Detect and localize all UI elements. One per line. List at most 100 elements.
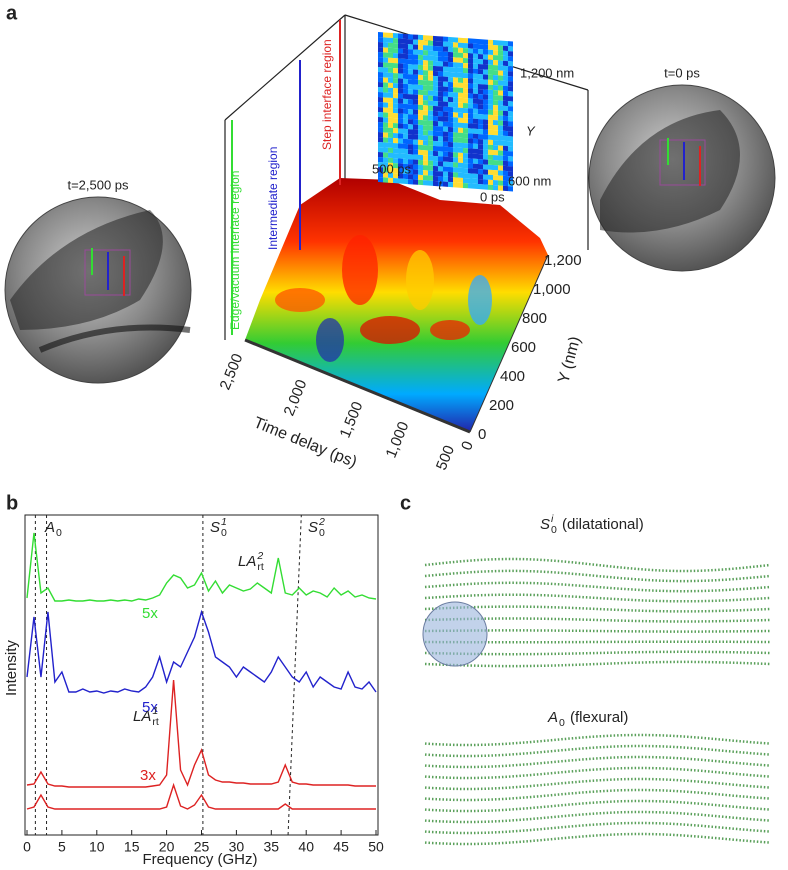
inset-cell [378,47,383,53]
inset-cell [453,172,458,178]
inset-cell [383,72,388,78]
inset-cell [433,80,438,87]
atom-row [424,821,771,835]
inset-cell [408,139,413,145]
inset-cell [443,71,448,77]
inset-cell [498,180,503,186]
x-tick-label: 5 [58,839,66,855]
inset-cell [408,49,413,55]
inset-cell [473,108,478,114]
inset-cell [378,42,383,48]
inset-cell [498,50,503,56]
inset-cell [398,93,403,99]
inset-cell [503,80,508,87]
inset-cell [428,105,433,111]
inset-cell [418,164,423,171]
inset-cell [498,135,503,141]
inset-cell [488,79,493,86]
inset-cell [488,184,493,191]
inset-cell [473,43,478,49]
atom-row [424,777,771,791]
inset-cell [493,95,498,101]
inset-cell [463,172,468,179]
inset-cell [483,134,488,140]
inset-cell [438,171,443,177]
inset-cell [483,119,488,125]
inset-cell [428,175,433,181]
inset-cell [503,120,508,127]
inset-cell [383,82,388,88]
inset-cell [488,114,493,121]
atom-row [424,766,771,780]
inset-cell [393,118,398,124]
inset-cell [453,142,458,148]
inset-cell [423,90,428,96]
inset-cell [433,160,438,167]
inset-cell [493,175,498,181]
inset-cell [398,168,403,174]
inset-cell [383,172,388,178]
inset-cell [503,130,508,137]
atom-row [424,810,771,824]
inset-cell [383,52,388,58]
inset-cell [398,78,403,84]
inset-cell [428,55,433,61]
inset-cell [408,34,413,40]
inset-cell [413,64,418,70]
inset-cell [463,167,468,174]
inset-cell [378,107,383,113]
inset-cell [468,158,473,164]
inset-cell [393,38,398,44]
inset-cell [413,134,418,140]
inset-cell [473,163,478,169]
inset-cell [463,42,468,49]
inset-cell [483,89,488,95]
inset-cell [493,170,498,176]
inset-cell [483,124,488,130]
inset-cell [483,159,488,165]
inset-cell [478,143,483,150]
inset-cell [448,111,453,118]
inset-cell [503,165,508,172]
inset-cell [403,53,408,60]
region-label: Edge/vacuum interface region [228,171,242,330]
inset-cell [508,121,513,127]
inset-cell [403,178,408,185]
inset-cell [383,97,388,103]
inset-cell [453,137,458,143]
inset-cell [438,166,443,172]
y-tick-label: 1,200 [544,252,582,269]
inset-cell [423,60,428,66]
inset-cell [433,150,438,157]
inset-cell [423,150,428,156]
inset-cell [468,63,473,69]
inset-cell [428,45,433,51]
inset-cell [403,73,408,80]
inset-cell [483,179,488,185]
inset-cell [493,150,498,156]
inset-cell [453,72,458,78]
inset-cell [418,69,423,76]
symbol-sub: rt [257,561,263,573]
inset-cell [423,165,428,171]
inset-cell [433,130,438,137]
inset-cell [438,36,443,42]
inset-cell [488,69,493,76]
inset-cell [433,75,438,82]
inset-cell [408,84,413,90]
inset-cell [503,140,508,147]
inset-cell [423,75,428,81]
inset-cell [423,80,428,86]
inset-cell [398,138,403,144]
inset-cell [488,139,493,146]
inset-cell [408,154,413,160]
inset-cell [393,93,398,99]
inset-cell [453,122,458,128]
inset-cell [463,82,468,89]
inset-cell [393,108,398,114]
inset-cell [448,36,453,43]
inset-cell [453,52,458,58]
inset-cell [493,45,498,51]
inset-cell [498,125,503,131]
inset-cell [498,170,503,176]
